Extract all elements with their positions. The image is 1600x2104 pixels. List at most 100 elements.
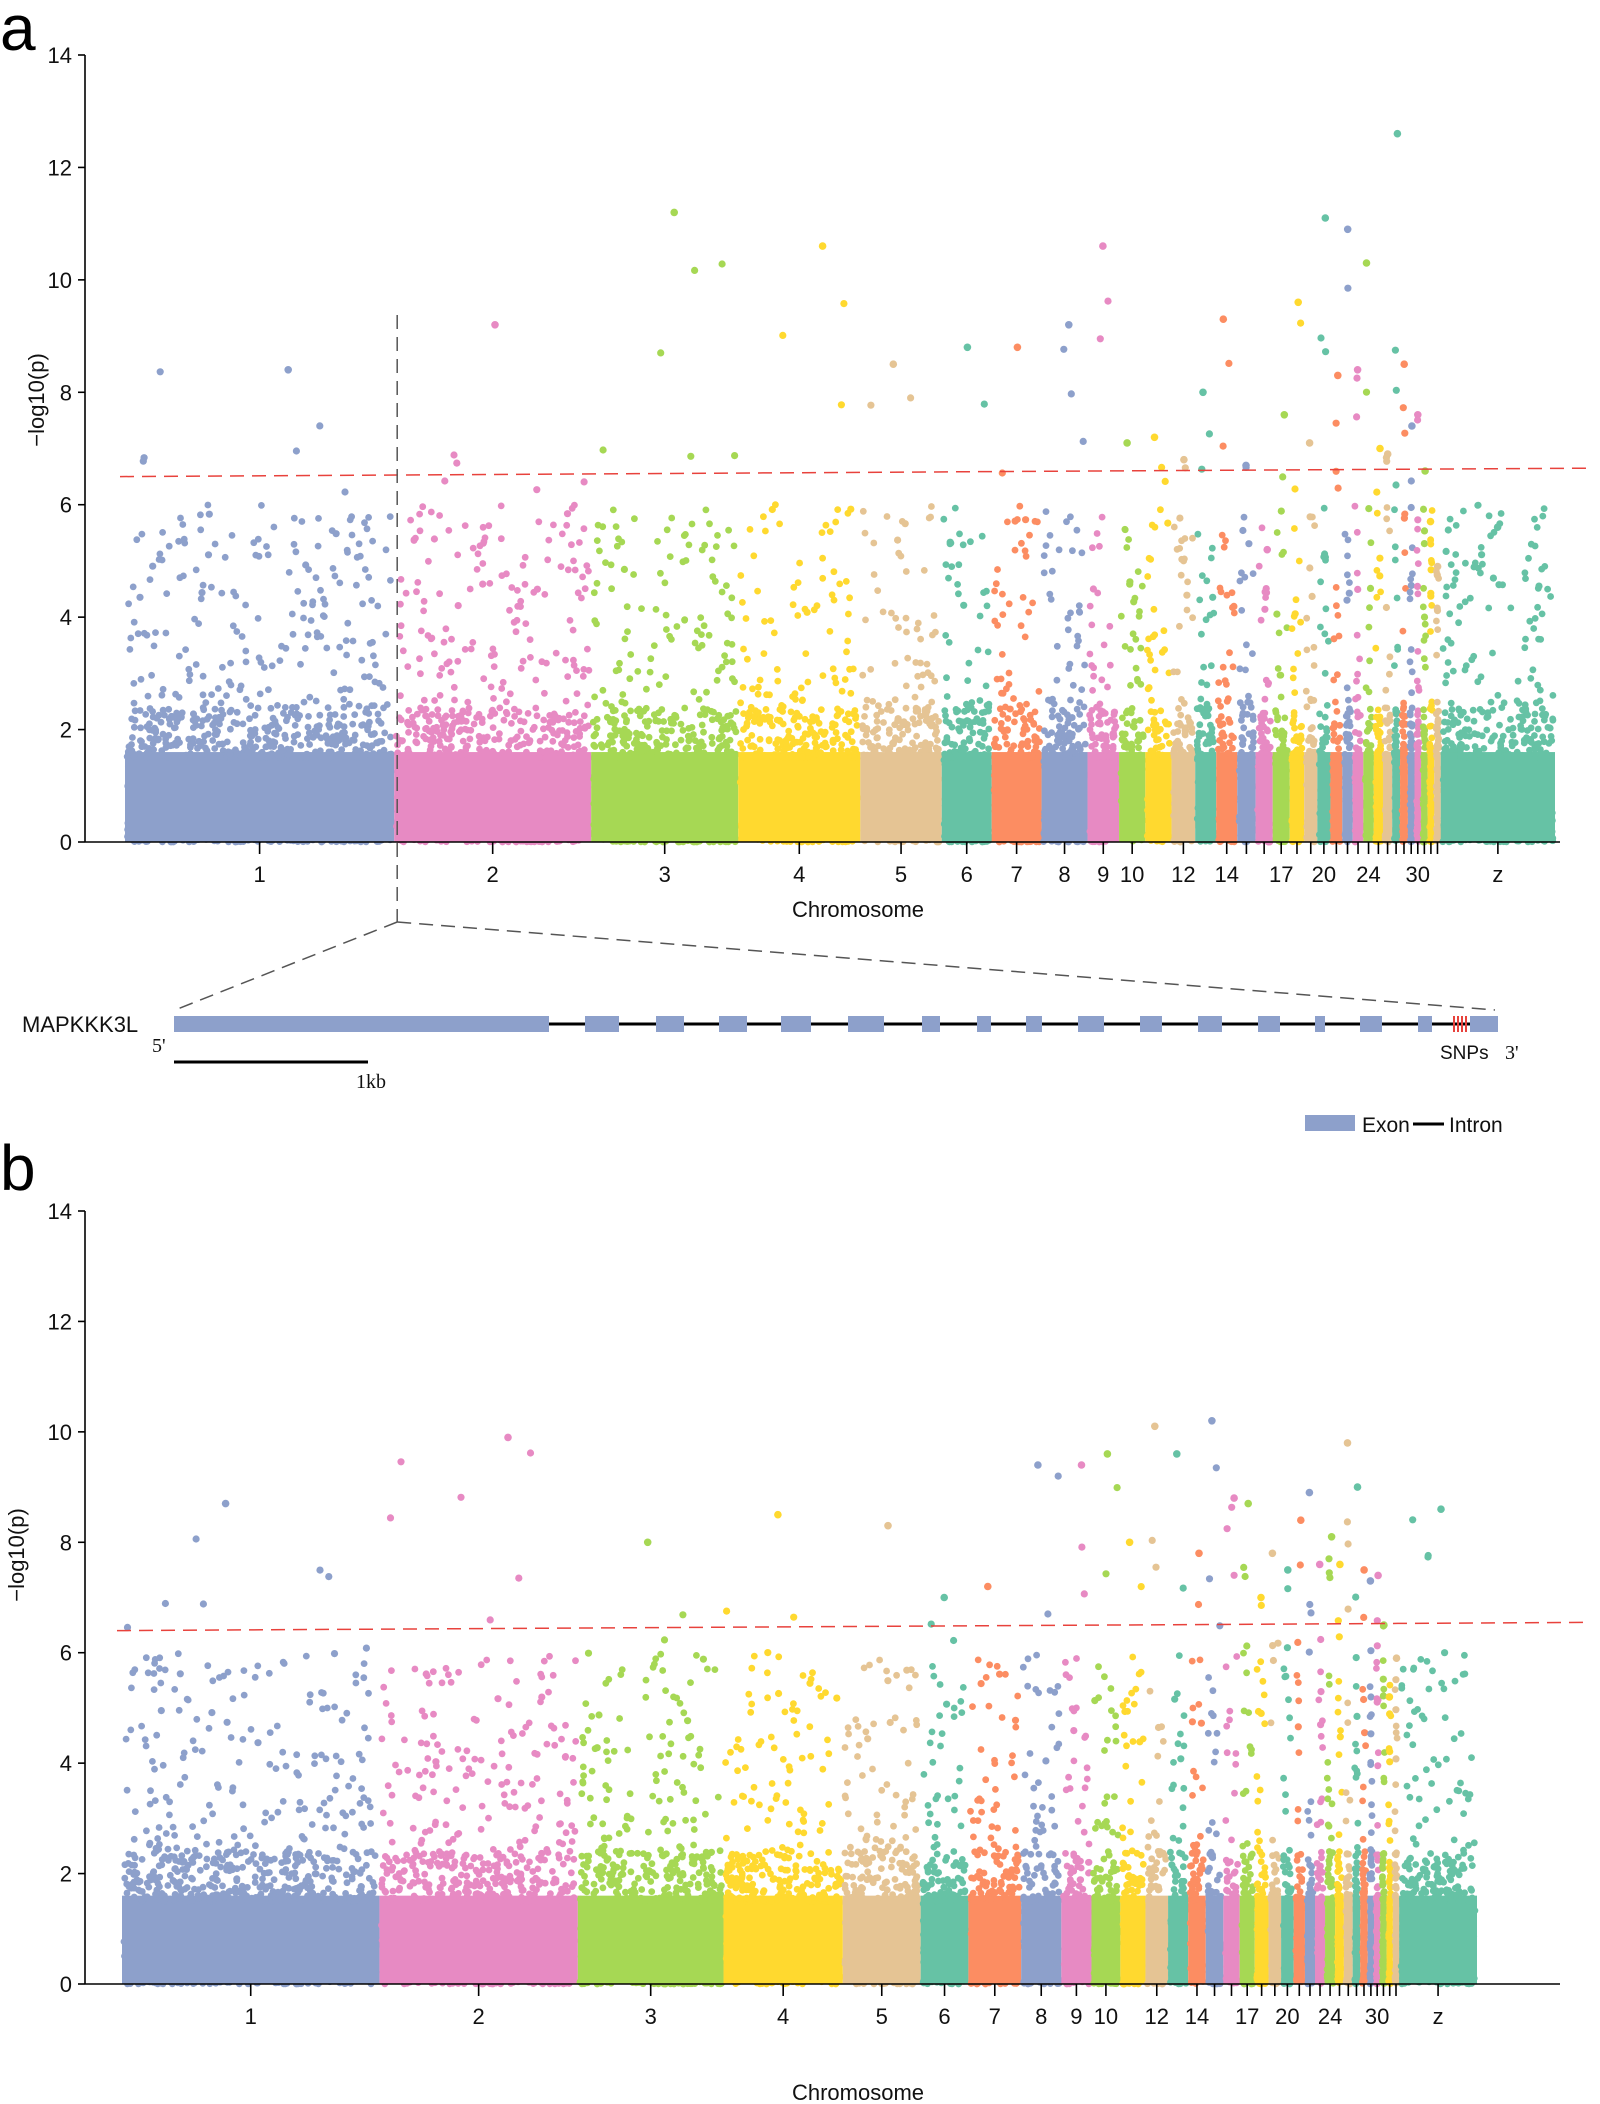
snp-point [599,752,607,760]
snp-point [252,743,260,751]
snp-point [754,587,761,595]
chromosome-4-points [736,242,862,846]
snp-point [242,601,250,609]
snp-point [1126,578,1134,586]
snp-point [1166,739,1173,747]
snp-top-point [889,360,898,369]
snp-top-point [491,321,499,329]
snp-point [696,711,704,719]
snp-point [445,735,453,743]
snp-point [790,583,798,591]
snp-point [847,728,855,736]
snp-point [315,515,322,522]
snp-point [368,597,375,604]
snp-point [779,331,787,339]
snp-point [413,724,421,732]
snp-point [146,705,154,712]
snp-point [363,525,371,533]
snp-point [130,680,138,687]
snp-point [447,728,455,736]
snp-point [1048,567,1056,575]
snp-point [794,724,802,731]
snp-point [724,610,732,618]
snp-point [570,734,578,741]
snp-point [650,642,658,649]
snp-point [584,701,592,709]
snp-point [807,727,815,735]
snp-point [350,737,358,744]
snp-point [179,521,187,528]
snp-point [513,616,521,624]
snp-point [681,616,688,624]
snp-point [691,266,699,274]
snp-point [1109,754,1117,761]
snp-point [1123,544,1131,551]
snp-point [688,520,696,528]
snp-point [599,686,607,694]
snp-point [841,676,849,683]
manhattan-points-a [123,129,1557,846]
snp-point [1127,709,1135,717]
snp-point [535,518,543,526]
snp-point [387,733,394,741]
snp-point [134,630,142,638]
snp-point [716,735,724,743]
snp-point [287,709,295,716]
snp-point [219,663,226,671]
snp-point [794,612,802,619]
snp-point [1152,721,1160,728]
snp-point [1146,651,1153,658]
snp-point [339,733,347,741]
snp-point [216,720,223,728]
snp-point [1020,725,1028,733]
snp-top-point [1013,343,1022,352]
snp-point [1155,750,1162,758]
snp-point [612,523,620,530]
snp-point [1152,744,1160,752]
snp-point [340,713,348,720]
snp-point [829,720,836,728]
snp-point [964,706,971,714]
snp-point [810,606,818,614]
snp-point [1130,598,1138,606]
snp-point [450,683,458,691]
snp-top-point [1099,242,1107,250]
snp-point [197,595,205,603]
snp-point [1096,700,1104,708]
snp-point [355,702,363,710]
snp-point [247,738,255,746]
snp-point [377,719,385,727]
snp-point [700,705,707,713]
snp-point [523,748,530,756]
snp-point [760,650,768,657]
snp-point [1069,547,1076,555]
snp-point [746,526,754,533]
snp-point [242,647,250,655]
snp-point [517,727,525,735]
snp-point [1004,727,1011,734]
snp-point [476,745,483,753]
snp-point [1181,730,1189,738]
snp-point [1089,734,1097,742]
snp-point [254,735,262,743]
snp-point [131,716,139,724]
snp-point [570,656,577,664]
snp-point [436,742,444,749]
snp-point [1068,714,1076,721]
snp-point [579,573,586,581]
snp-point [374,753,381,761]
snp-point [1106,622,1114,630]
snp-point [131,707,139,715]
snp-point [197,753,205,760]
snp-point [1147,708,1155,715]
snp-point [461,522,469,529]
snp-point [536,754,543,761]
snp-point [521,580,529,588]
snp-point [146,734,154,742]
snp-point [685,725,693,732]
snp-point [774,745,782,753]
snp-point [1048,729,1055,736]
snp-point [363,750,370,758]
snp-point [570,743,578,751]
snp-point [797,684,805,692]
